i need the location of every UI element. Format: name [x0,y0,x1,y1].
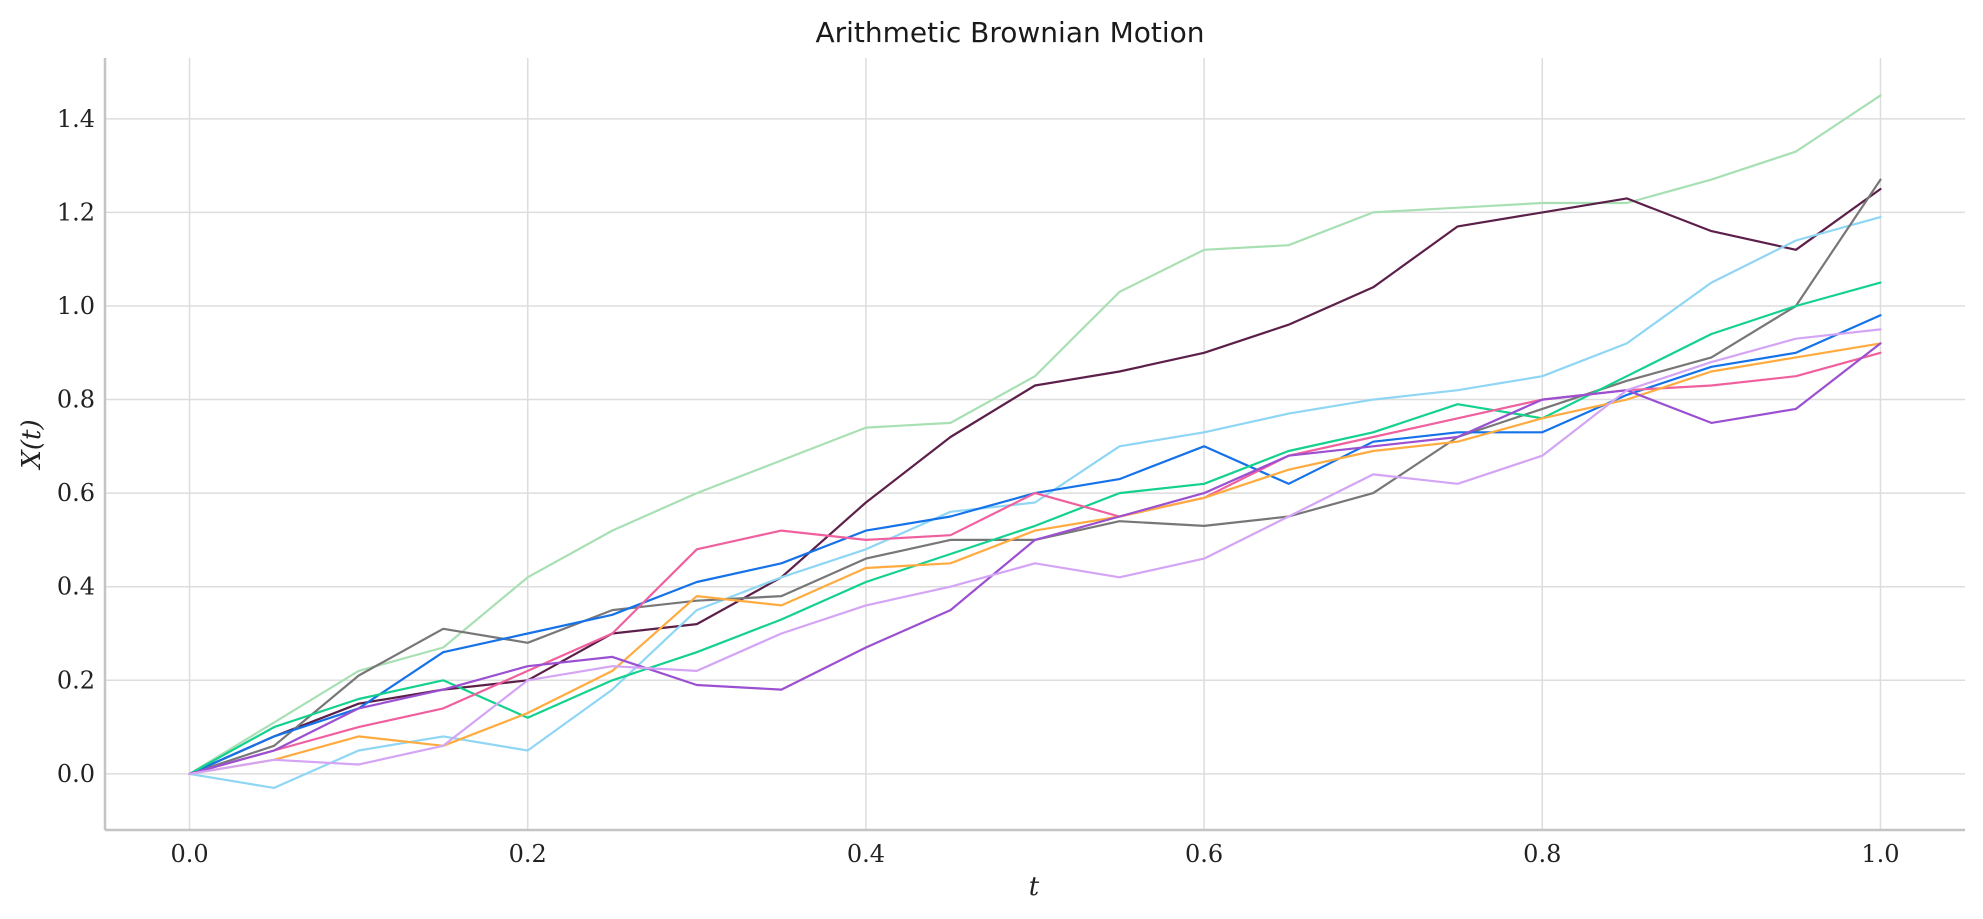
y-tick-label: 0.4 [57,573,95,601]
series-line-10 [188,328,1882,776]
y-tick-label: 1.4 [57,105,95,133]
x-axis-label: t [1029,872,1040,902]
y-tick-label: 0.0 [57,760,95,788]
series-line-1 [188,94,1882,776]
y-tick-label: 0.2 [57,666,95,694]
x-tick-label: 0.2 [509,840,547,868]
series-line-4 [188,178,1882,776]
series-line-8 [188,342,1882,776]
y-axis-label: X(t) [17,419,47,470]
chart-title: Arithmetic Brownian Motion [815,16,1204,49]
series-line-6 [188,281,1882,776]
series-group [188,94,1882,790]
x-tick-label: 0.6 [1185,840,1223,868]
x-tick-label: 0.0 [170,840,208,868]
series-line-2 [188,187,1882,776]
y-tick-label: 1.0 [57,292,95,320]
y-tick-label: 0.8 [57,386,95,414]
grid [105,58,1965,830]
y-tick-label: 1.2 [57,198,95,226]
tick-labels: 0.0 0.2 0.4 0.6 0.8 1.0 0.0 0.2 0.4 0.6 0.8 1.0 1.2 1… [57,105,1900,868]
series-line-3 [188,216,1882,790]
axes [103,58,1965,832]
x-tick-label: 0.8 [1523,840,1561,868]
x-tick-label: 1.0 [1861,840,1899,868]
y-tick-label: 0.6 [57,479,95,507]
x-tick-label: 0.4 [847,840,885,868]
series-line-9 [188,342,1882,776]
series-line-5 [188,314,1882,776]
